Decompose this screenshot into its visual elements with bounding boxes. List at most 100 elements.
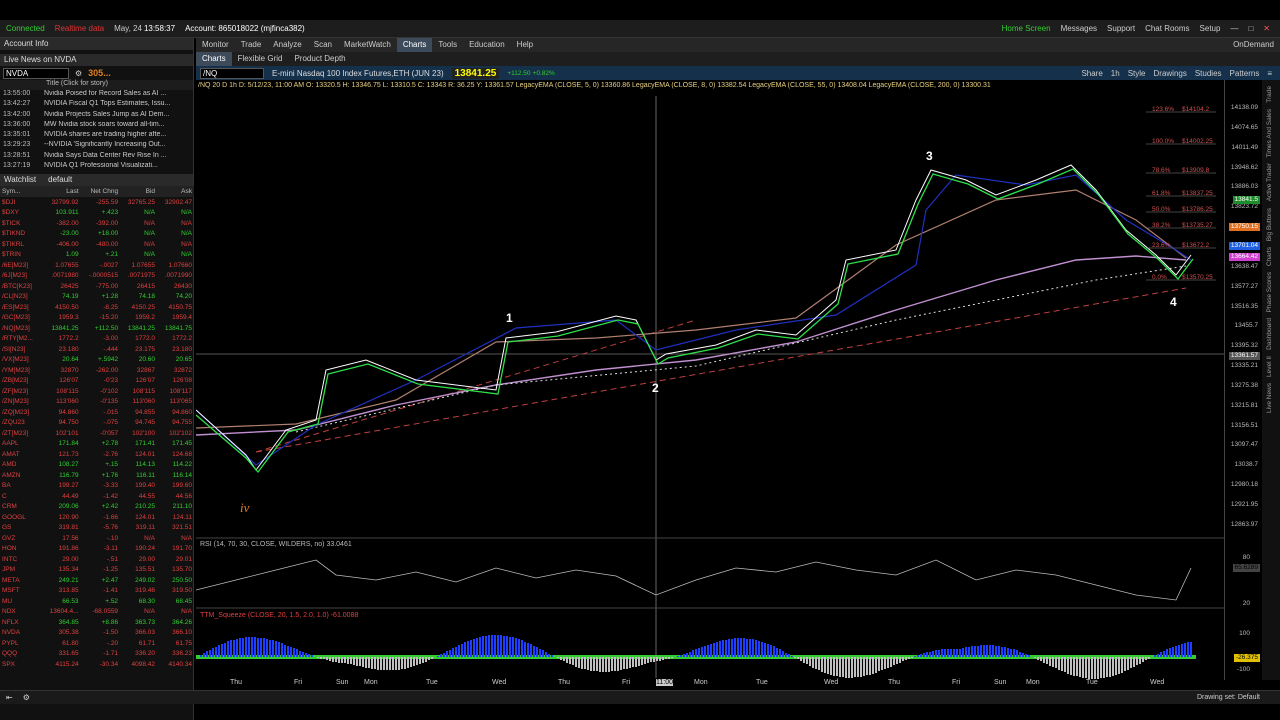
messages-button[interactable]: Messages (1060, 24, 1098, 33)
watchlist-title[interactable]: Watchlist (4, 175, 37, 185)
tab-trade[interactable]: Trade (240, 40, 262, 49)
news-symbol-input[interactable]: NVDA (3, 67, 69, 79)
tab-marketwatch[interactable]: MarketWatch (344, 40, 391, 49)
news-item[interactable]: 13:42:00 Nvidia Projects Sales Jump as AI… (0, 111, 193, 121)
watchlist-row[interactable]: /VX[M23] 20.64 +.5942 20.60 20.65 (0, 354, 194, 365)
watchlist-row[interactable]: $TRIN 1.09 +.21 N/A N/A (0, 249, 194, 260)
window-min-icon[interactable]: — (1230, 24, 1239, 33)
tab-education[interactable]: Education (469, 40, 505, 49)
news-item[interactable]: 13:27:19 NVIDIA Q1 Professional Visualiza… (0, 162, 193, 172)
watchlist-row[interactable]: JPM 135.34 -1.25 135.51 135.70 (0, 564, 194, 575)
watchlist-row[interactable]: /RTY[M2... 1772.2 -3.00 1772.0 1772.2 (0, 333, 194, 344)
gear-icon[interactable]: ⚙ (75, 68, 83, 78)
side-tab[interactable]: Active Trader (1266, 163, 1273, 202)
watchlist-row[interactable]: /ZB[M23] 126'07 -0'23 126'07 126'08 (0, 375, 194, 386)
ondemand-button[interactable]: OnDemand (1233, 40, 1274, 49)
watchlist-row[interactable]: /SI[N23] 23.180 -.444 23.175 23.180 (0, 344, 194, 355)
news-item[interactable]: 13:28:51 Nvidia Says Data Center Rev Rise… (0, 152, 193, 162)
watchlist-row[interactable]: GVZ 17.56 -.10 N/A N/A (0, 533, 194, 544)
watchlist-row[interactable]: GS 319.81 -5.76 319.11 321.51 (0, 522, 194, 533)
price-axis[interactable]: 14138.09 14074.65 14011.49 13948.62 13886.03… (1224, 80, 1260, 680)
column-header[interactable]: Last (66, 188, 79, 196)
watchlist-row[interactable]: AMZN 116.79 +1.76 116.11 116.14 (0, 470, 194, 481)
tab-monitor[interactable]: Monitor (202, 40, 229, 49)
watchlist-row[interactable]: /YM[M23] 32870 -262.00 32867 32872 (0, 365, 194, 376)
subtab-product-depth[interactable]: Product Depth (294, 54, 346, 63)
watchlist-row[interactable]: $TIKRL -406.00 -480.00 N/A N/A (0, 239, 194, 250)
drawings-button[interactable]: Drawings (1153, 68, 1187, 78)
watchlist-name[interactable]: default (48, 175, 73, 185)
setup-button[interactable]: Setup (1199, 24, 1221, 33)
watchlist-row[interactable]: MSFT 313.85 -1.41 319.46 319.50 (0, 585, 194, 596)
patterns-button[interactable]: Patterns (1229, 68, 1260, 78)
news-item[interactable]: 13:35:01 NVIDIA shares are trading higher… (0, 131, 193, 141)
watchlist-row[interactable]: /ZQ[M23] 94.860 -.015 94.855 94.860 (0, 407, 194, 418)
watchlist-row[interactable]: GOOGL 120.90 -1.66 124.01 124.11 (0, 512, 194, 523)
window-max-icon[interactable]: □ (1248, 24, 1254, 33)
home-screen-button[interactable]: Home Screen (1001, 24, 1051, 33)
tab-help[interactable]: Help (516, 40, 534, 49)
watchlist-row[interactable]: BA 199.27 -3.33 199.40 199.60 (0, 480, 194, 491)
side-tab[interactable]: Trade (1266, 86, 1273, 103)
style-button[interactable]: Style (1127, 68, 1146, 78)
watchlist-row[interactable]: $DXY 103.911 +.423 N/A N/A (0, 207, 194, 218)
column-header[interactable]: Bid (145, 188, 155, 196)
live-news-header[interactable]: Live News on NVDA (0, 54, 193, 66)
news-item[interactable]: 13:36:00 MW Nvidia stock soars toward all… (0, 121, 193, 131)
watchlist-row[interactable]: AMD 108.27 +.15 114.13 114.22 (0, 459, 194, 470)
watchlist-row[interactable]: /NQ[M23] 13841.25 +112.50 13841.25 13841.75 (0, 323, 194, 334)
watchlist-row[interactable]: /ZQU23 94.750 -.075 94.745 94.755 (0, 417, 194, 428)
subtab-charts[interactable]: Charts (196, 52, 232, 66)
watchlist-row[interactable]: /ZT[M23] 102'101 -0'057 102'100 102'102 (0, 428, 194, 439)
watchlist-row[interactable]: /ZF[M23] 108'115 -0'102 108'115 108'117 (0, 386, 194, 397)
side-tab[interactable]: Phase Scores (1266, 271, 1273, 313)
watchlist-row[interactable]: HON 191.86 -3.11 190.24 191.70 (0, 543, 194, 554)
watchlist-row[interactable]: MU 66.53 +.52 68.30 68.45 (0, 596, 194, 607)
tab-tools[interactable]: Tools (438, 40, 458, 49)
column-header[interactable]: Ask (181, 188, 192, 196)
menu-icon[interactable]: ≡ (1267, 68, 1272, 78)
watchlist-row[interactable]: /BTC[K23] 26425 -775.00 26415 26430 (0, 281, 194, 292)
watchlist-row[interactable]: /6E[M23] 1.07655 -.0027 1.07655 1.07660 (0, 260, 194, 271)
watchlist-row[interactable]: NFLX 364.85 +8.86 363.73 364.26 (0, 617, 194, 628)
account-label[interactable]: Account: 865018022 (mjfinca382) (185, 24, 305, 33)
time-axis[interactable]: Thu Fri Sun Mon Tue Wed Thu Fri 11:00 Mon Tue Wed Th… (196, 678, 1224, 690)
watchlist-row[interactable]: /ZN[M23] 113'060 -0'135 113'060 113'065 (0, 396, 194, 407)
watchlist-row[interactable]: SPX 4115.24 -30.34 4098.42 4140.34 (0, 659, 194, 670)
watchlist-row[interactable]: $TICK -382.00 -392.00 N/A N/A (0, 218, 194, 229)
side-tab[interactable]: Level II (1266, 356, 1273, 378)
tab-analyze[interactable]: Analyze (273, 40, 302, 49)
side-tab[interactable]: Charts (1266, 246, 1273, 266)
news-item[interactable]: 13:55:00 Nvidia Poised for Record Sales a… (0, 90, 193, 100)
watchlist-row[interactable]: AAPL 171.84 +2.78 171.41 171.45 (0, 438, 194, 449)
side-tab[interactable]: Live News (1266, 383, 1273, 414)
tab-scan[interactable]: Scan (313, 40, 332, 49)
watchlist-row[interactable]: INTC 29.00 -.51 29.00 29.01 (0, 554, 194, 565)
watchlist-row[interactable]: /GC[M23] 1959.3 -15.20 1959.2 1959.4 (0, 312, 194, 323)
column-header[interactable]: Net Chng (90, 188, 119, 196)
news-item[interactable]: 13:29:23 --NVIDIA 'Significantly Increasi… (0, 141, 193, 151)
tab-charts[interactable]: Charts (396, 38, 433, 52)
share-button[interactable]: Share (1081, 68, 1103, 78)
chart-symbol-input[interactable]: /NQ (200, 67, 264, 79)
watchlist-row[interactable]: NVDA 305.38 -1.50 366.03 366.10 (0, 627, 194, 638)
account-info-header[interactable]: Account Info (0, 38, 193, 50)
watchlist-row[interactable]: NDX 13604.4... -68.0559 N/A N/A (0, 606, 194, 617)
window-close-icon[interactable]: ✕ (1263, 24, 1270, 33)
studies-button[interactable]: Studies (1194, 68, 1222, 78)
side-tab[interactable]: Big Buttons (1266, 207, 1273, 241)
chat-rooms-button[interactable]: Chat Rooms (1145, 24, 1190, 33)
period-button[interactable]: 1h (1110, 68, 1120, 78)
watchlist-row[interactable]: $DJI 32799.92 -255.59 32765.25 32902.47 (0, 197, 194, 208)
watchlist-row[interactable]: QQQ 331.65 -1.71 336.20 336.23 (0, 648, 194, 659)
watchlist-row[interactable]: $TIKND -23.00 +18.00 N/A N/A (0, 228, 194, 239)
news-item[interactable]: 13:42:27 NVIDIA Fiscal Q1 Tops Estimates,… (0, 100, 193, 110)
support-button[interactable]: Support (1107, 24, 1136, 33)
watchlist-row[interactable]: AMAT 121.73 -2.76 124.01 124.68 (0, 449, 194, 460)
expand-icon[interactable]: ⇤ (6, 693, 13, 702)
watchlist-row[interactable]: C 44.49 -1.42 44.55 44.56 (0, 491, 194, 502)
side-tab[interactable]: Dashboard (1266, 318, 1273, 351)
watchlist-row[interactable]: /CL[N23] 74.19 +1.28 74.18 74.20 (0, 291, 194, 302)
side-tab[interactable]: Times And Sales (1266, 108, 1273, 158)
